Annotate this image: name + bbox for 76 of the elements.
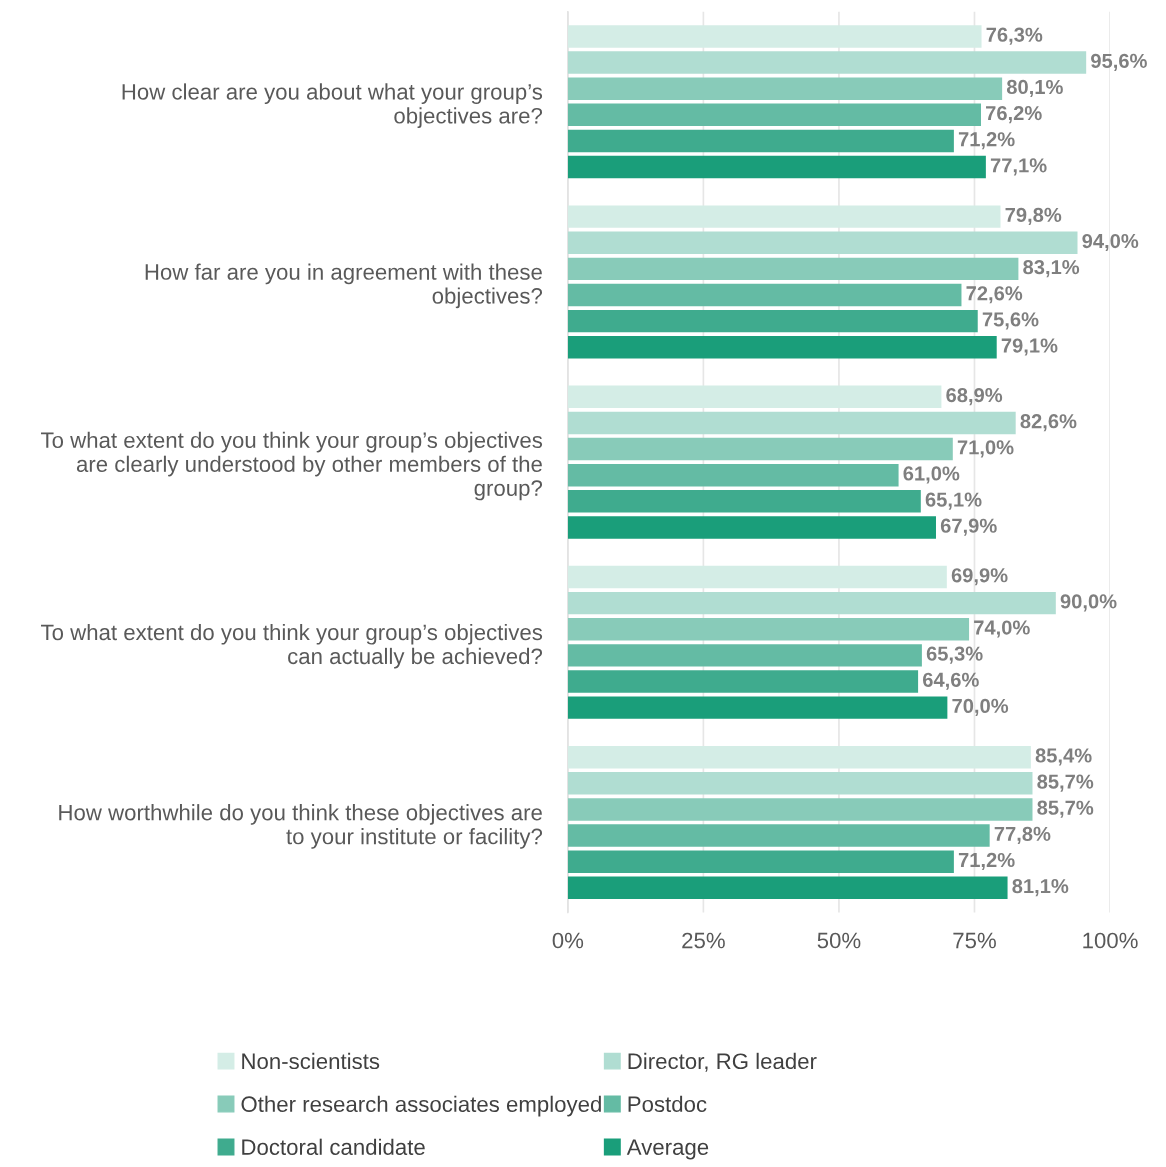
data-label: 80,1% bbox=[1006, 79, 1063, 98]
data-label: 94,0% bbox=[1082, 233, 1139, 252]
bar bbox=[567, 155, 986, 179]
bar bbox=[567, 824, 990, 847]
bar bbox=[567, 385, 942, 409]
legend-label: Other research associates employed bbox=[241, 1095, 601, 1117]
bar bbox=[567, 463, 899, 487]
bar bbox=[567, 850, 954, 873]
bar bbox=[567, 618, 970, 641]
y-tick-label: To what extent do you think your group’s objectives are clearly understood by other members of the group? bbox=[41, 431, 543, 501]
data-label: 65,3% bbox=[926, 646, 983, 664]
data-label: 68,9% bbox=[946, 387, 1003, 406]
bar bbox=[567, 565, 947, 589]
legend-label: Average bbox=[626, 1139, 709, 1160]
data-label: 77,8% bbox=[994, 826, 1051, 844]
bar bbox=[567, 745, 1031, 769]
y-tick-label: How clear are you about what your group’s objectives are? bbox=[122, 83, 543, 128]
bar bbox=[567, 336, 997, 359]
data-label: 76,2% bbox=[986, 105, 1042, 124]
bar bbox=[567, 77, 1003, 100]
data-label: 85,7% bbox=[1037, 774, 1094, 792]
data-label: 85,7% bbox=[1037, 800, 1094, 818]
bar bbox=[567, 411, 1016, 435]
data-label: 95,6% bbox=[1091, 53, 1147, 71]
data-label: 71,0% bbox=[957, 440, 1014, 458]
bar bbox=[567, 591, 1056, 615]
data-label: 77,1% bbox=[990, 158, 1047, 176]
bar bbox=[567, 644, 922, 667]
data-label: 81,1% bbox=[1012, 878, 1069, 897]
y-tick-label: To what extent do you think your group’s objectives can actually be achieved? bbox=[41, 623, 543, 669]
data-label: 64,6% bbox=[923, 672, 979, 690]
data-label: 71,2% bbox=[958, 132, 1015, 150]
x-tick-label: 25% bbox=[682, 932, 725, 949]
data-label: 71,2% bbox=[958, 852, 1015, 871]
data-label: 76,3% bbox=[986, 27, 1043, 45]
data-label: 90,0% bbox=[1060, 594, 1117, 612]
data-label: 65,1% bbox=[925, 492, 982, 510]
data-label: 85,4% bbox=[1035, 748, 1092, 766]
legend-label: Doctoral candidate bbox=[242, 1138, 425, 1155]
bar bbox=[567, 257, 1019, 281]
data-label: 74,0% bbox=[974, 620, 1030, 638]
data-label: 69,9% bbox=[951, 568, 1008, 586]
bar bbox=[567, 876, 1008, 900]
bar bbox=[567, 51, 1087, 74]
bar bbox=[567, 25, 982, 48]
data-label: 83,1% bbox=[1023, 260, 1080, 278]
y-tick-label: How worthwhile do you think these objectives are to your institute or facility? bbox=[59, 804, 543, 849]
x-tick-label: 50% bbox=[817, 932, 861, 949]
bar bbox=[567, 283, 962, 307]
legend-label: Director, RG leader bbox=[628, 1052, 817, 1072]
legend-label: Postdoc bbox=[628, 1095, 707, 1113]
bar bbox=[567, 696, 948, 719]
bar bbox=[567, 516, 936, 539]
data-label: 72,6% bbox=[966, 286, 1023, 304]
x-tick-label: 75% bbox=[953, 932, 996, 949]
bar bbox=[567, 103, 981, 127]
data-label: 70,0% bbox=[952, 698, 1009, 716]
bar bbox=[567, 309, 978, 333]
bar bbox=[567, 129, 954, 153]
data-label: 79,1% bbox=[1001, 338, 1058, 356]
data-label: 82,6% bbox=[1020, 414, 1077, 432]
data-label: 75,6% bbox=[982, 312, 1039, 330]
bar bbox=[567, 490, 921, 513]
bar bbox=[567, 798, 1033, 821]
data-label: 67,9% bbox=[940, 518, 997, 536]
bar bbox=[567, 205, 1001, 228]
bar bbox=[567, 231, 1078, 254]
x-tick-label: 0% bbox=[552, 932, 584, 949]
legend-label: Non-scientists bbox=[242, 1052, 380, 1070]
data-label: 61,0% bbox=[903, 466, 960, 484]
bar bbox=[567, 437, 953, 461]
bar bbox=[567, 772, 1033, 795]
data-label: 79,8% bbox=[1005, 207, 1062, 225]
y-tick-label: How far are you in agreement with these objectives? bbox=[145, 263, 543, 309]
x-tick-label: 100% bbox=[1083, 932, 1138, 949]
bar bbox=[567, 670, 919, 693]
